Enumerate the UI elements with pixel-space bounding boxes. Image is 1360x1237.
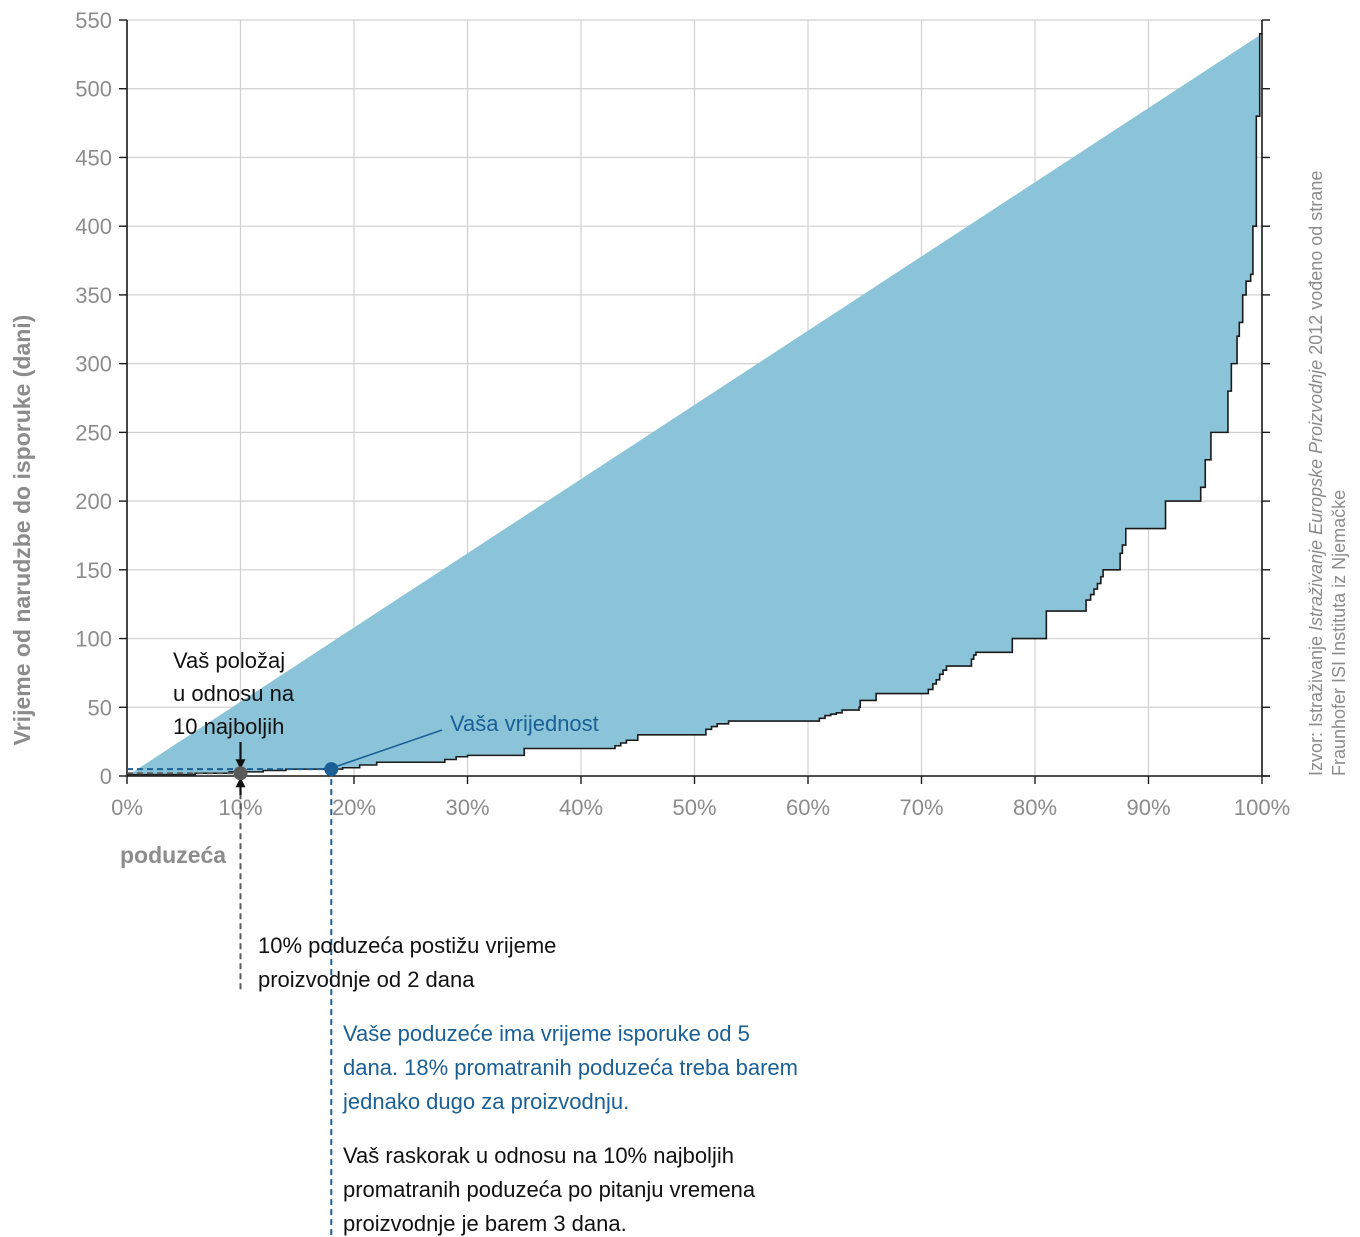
x-tick-label: 60% bbox=[786, 795, 830, 820]
top10-text: 10% poduzeća postižu vrijeme proizvodnje… bbox=[258, 933, 563, 992]
top10-text-line-2: proizvodnje od 2 dana bbox=[258, 967, 475, 992]
y-tick-label: 350 bbox=[75, 283, 112, 308]
your-company-line-2: dana. 18% promatranih poduzeća treba bar… bbox=[343, 1055, 798, 1080]
y-tick-label: 450 bbox=[75, 145, 112, 170]
y-axis-title: Vrijeme od narudzbe do isporuke (dani) bbox=[9, 315, 35, 746]
y-tick-label: 100 bbox=[75, 627, 112, 652]
y-tick-label: 400 bbox=[75, 214, 112, 239]
gap-text-line-1: Vaš raskorak u odnosu na 10% najboljih bbox=[343, 1143, 734, 1168]
x-axis-title: poduzeća bbox=[120, 842, 226, 868]
gap-text-line-3: proizvodnje je barem 3 dana. bbox=[343, 1211, 627, 1236]
delivery-time-step-line bbox=[127, 32, 1262, 776]
y-tick-label: 200 bbox=[75, 489, 112, 514]
y-tick-label: 250 bbox=[75, 420, 112, 445]
your-company-line-1: Vaše poduzeće ima vrijeme isporuke od 5 bbox=[343, 1021, 750, 1046]
your-value-label: Vaša vrijednost bbox=[450, 711, 599, 736]
source-line-2: Fraunhofer ISI Instituta iz Njemačke bbox=[1329, 490, 1349, 776]
top10-marker bbox=[233, 766, 248, 781]
gap-text-line-2: promatranih poduzeća po pitanju vremena bbox=[343, 1177, 756, 1202]
gap-arrow-bottom-head bbox=[235, 777, 246, 788]
y-tick-label: 150 bbox=[75, 558, 112, 583]
source-prefix: Izvor: Istraživanje bbox=[1306, 631, 1326, 776]
best10-line-1: Vaš položaj bbox=[173, 648, 285, 673]
your-company-text: Vaše poduzeće ima vrijeme isporuke od 5 … bbox=[342, 1021, 804, 1114]
x-tick-label: 0% bbox=[111, 795, 143, 820]
source-line-1: Izvor: Istraživanje Istraživanje Europsk… bbox=[1306, 171, 1326, 776]
x-tick-label: 70% bbox=[899, 795, 943, 820]
top10-text-line-1: 10% poduzeća postižu vrijeme bbox=[258, 933, 556, 958]
x-tick-label: 80% bbox=[1013, 795, 1057, 820]
x-tick-label: 100% bbox=[1234, 795, 1290, 820]
best10-annotation: Vaš položaj u odnosu na 10 najboljih bbox=[173, 648, 300, 739]
y-tick-label: 50 bbox=[88, 695, 112, 720]
reference-lines bbox=[127, 729, 443, 1237]
best10-line-3: 10 najboljih bbox=[173, 714, 284, 739]
y-tick-label: 0 bbox=[100, 764, 112, 789]
delivery-time-area bbox=[127, 33, 1262, 776]
source-suffix: 2012 vođeno od strane bbox=[1306, 171, 1326, 360]
y-tick-labels: 0 50 100 150 200 250 300 350 400 450 500 550 bbox=[75, 8, 112, 789]
your-value-marker bbox=[324, 762, 339, 777]
x-tick-label: 30% bbox=[445, 795, 489, 820]
x-tick-label: 20% bbox=[332, 795, 376, 820]
x-tick-label: 40% bbox=[559, 795, 603, 820]
your-company-line-3: jednako dugo za proizvodnju. bbox=[342, 1089, 629, 1114]
gap-text: Vaš raskorak u odnosu na 10% najboljih p… bbox=[343, 1143, 761, 1236]
x-tick-labels: 0% 10% 20% 30% 40% 50% 60% 70% 80% 90% 100% bbox=[111, 795, 1290, 820]
axes bbox=[119, 19, 1270, 784]
gap-arrow-top-head bbox=[235, 759, 246, 770]
y-tick-label: 550 bbox=[75, 8, 112, 33]
source-italic: Istraživanje Europske Proizvodnje bbox=[1306, 360, 1326, 631]
your-value-leader bbox=[337, 729, 443, 767]
best10-line-2: u odnosu na bbox=[173, 681, 295, 706]
x-tick-label: 90% bbox=[1126, 795, 1170, 820]
y-tick-label: 500 bbox=[75, 77, 112, 102]
y-tick-label: 300 bbox=[75, 352, 112, 377]
x-tick-label: 50% bbox=[672, 795, 716, 820]
